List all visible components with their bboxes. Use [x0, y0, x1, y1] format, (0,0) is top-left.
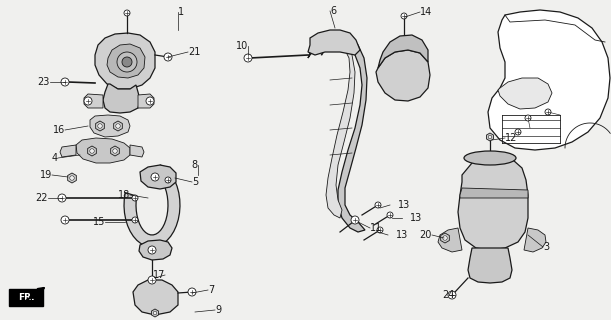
Polygon shape — [68, 173, 76, 183]
Polygon shape — [114, 121, 122, 131]
Text: FR.: FR. — [18, 293, 34, 302]
Text: 16: 16 — [53, 125, 65, 135]
Circle shape — [151, 173, 159, 181]
Text: 13: 13 — [396, 230, 408, 240]
Text: 13: 13 — [398, 200, 410, 210]
Text: 23: 23 — [38, 77, 50, 87]
Text: 22: 22 — [35, 193, 48, 203]
Circle shape — [148, 246, 156, 254]
Polygon shape — [486, 133, 494, 141]
Text: 1: 1 — [178, 7, 184, 17]
Circle shape — [98, 124, 102, 128]
Polygon shape — [378, 35, 428, 68]
Polygon shape — [130, 145, 144, 157]
Polygon shape — [133, 280, 178, 315]
Polygon shape — [308, 30, 360, 55]
Polygon shape — [139, 240, 172, 260]
Polygon shape — [103, 84, 140, 113]
Circle shape — [375, 202, 381, 208]
Ellipse shape — [464, 151, 516, 165]
Circle shape — [387, 212, 393, 218]
Polygon shape — [60, 145, 76, 157]
Circle shape — [148, 276, 156, 284]
Text: 20: 20 — [420, 230, 432, 240]
Circle shape — [244, 54, 252, 62]
Text: 18: 18 — [118, 190, 130, 200]
Circle shape — [443, 236, 447, 240]
Polygon shape — [376, 50, 430, 101]
Circle shape — [515, 129, 521, 135]
Polygon shape — [84, 94, 103, 108]
Polygon shape — [96, 121, 104, 131]
Text: 15: 15 — [93, 217, 105, 227]
Text: 9: 9 — [215, 305, 221, 315]
Circle shape — [90, 149, 94, 153]
Text: 3: 3 — [543, 242, 549, 252]
FancyBboxPatch shape — [9, 289, 43, 306]
Polygon shape — [124, 165, 180, 247]
Circle shape — [58, 194, 66, 202]
Polygon shape — [138, 94, 154, 108]
Polygon shape — [460, 188, 528, 198]
Circle shape — [61, 216, 69, 224]
Circle shape — [122, 57, 132, 67]
Text: 14: 14 — [420, 7, 432, 17]
Polygon shape — [468, 248, 512, 283]
Polygon shape — [90, 115, 130, 137]
Circle shape — [377, 227, 383, 233]
Circle shape — [188, 288, 196, 296]
Circle shape — [124, 10, 130, 16]
Text: 6: 6 — [330, 6, 336, 16]
Circle shape — [351, 216, 359, 224]
Polygon shape — [488, 10, 610, 150]
Polygon shape — [438, 228, 462, 252]
Text: 11: 11 — [370, 223, 382, 233]
Polygon shape — [308, 35, 367, 232]
Circle shape — [132, 217, 138, 223]
Circle shape — [132, 195, 138, 201]
Polygon shape — [140, 165, 176, 189]
Text: 17: 17 — [153, 270, 165, 280]
Text: 13: 13 — [410, 213, 422, 223]
Text: 7: 7 — [208, 285, 214, 295]
Text: 12: 12 — [505, 133, 518, 143]
Polygon shape — [111, 146, 119, 156]
Circle shape — [164, 53, 172, 61]
Circle shape — [61, 78, 69, 86]
Polygon shape — [87, 146, 97, 156]
Circle shape — [146, 97, 154, 105]
Polygon shape — [95, 33, 155, 89]
Circle shape — [117, 52, 137, 72]
Circle shape — [153, 311, 157, 315]
Text: 5: 5 — [192, 177, 198, 187]
Polygon shape — [458, 157, 528, 250]
Polygon shape — [76, 138, 130, 163]
Polygon shape — [441, 233, 449, 243]
Circle shape — [84, 97, 92, 105]
Circle shape — [113, 149, 117, 153]
Text: 19: 19 — [40, 170, 52, 180]
Circle shape — [115, 124, 120, 128]
Text: 4: 4 — [52, 153, 58, 163]
Circle shape — [70, 176, 75, 180]
Circle shape — [488, 135, 492, 139]
Circle shape — [165, 177, 171, 183]
Circle shape — [525, 115, 531, 121]
Circle shape — [545, 109, 551, 115]
Polygon shape — [321, 43, 355, 218]
Circle shape — [448, 291, 456, 299]
Text: 10: 10 — [236, 41, 248, 51]
Polygon shape — [524, 228, 546, 252]
Text: 24: 24 — [442, 290, 455, 300]
Polygon shape — [107, 44, 145, 78]
Text: 8: 8 — [192, 160, 198, 170]
Polygon shape — [498, 78, 552, 109]
Text: 21: 21 — [188, 47, 200, 57]
Polygon shape — [152, 309, 158, 317]
Circle shape — [401, 13, 407, 19]
